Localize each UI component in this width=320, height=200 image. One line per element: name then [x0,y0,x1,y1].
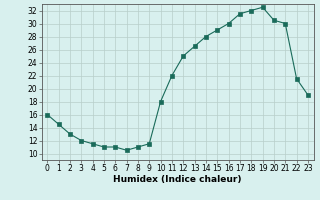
X-axis label: Humidex (Indice chaleur): Humidex (Indice chaleur) [113,175,242,184]
